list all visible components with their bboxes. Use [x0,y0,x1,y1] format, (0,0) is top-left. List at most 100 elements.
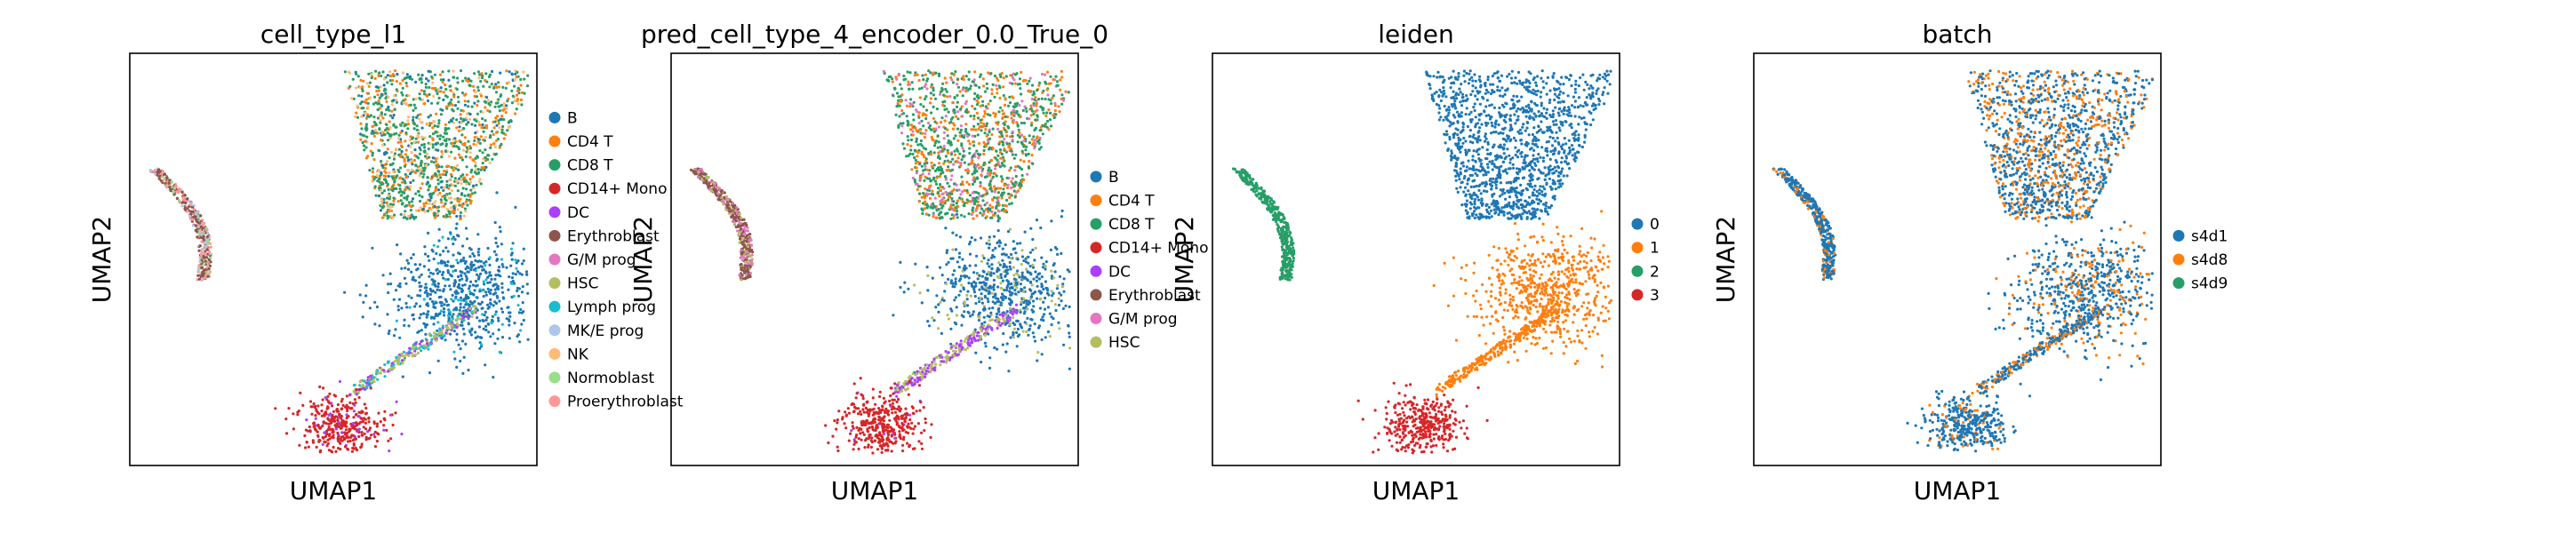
data-point [969,294,972,298]
data-point [395,98,398,102]
data-point [431,250,435,253]
data-point [192,208,196,211]
data-point [431,146,435,149]
data-point [371,129,374,133]
data-point [959,162,963,165]
data-point [891,80,894,84]
data-point [1012,277,1016,281]
data-point [445,179,449,183]
data-point [460,283,465,287]
data-point [966,134,970,139]
data-point [998,86,1002,90]
data-point [433,211,436,215]
data-point [347,440,350,443]
data-point [1052,115,1056,120]
data-point [1031,263,1035,266]
data-point [995,163,998,167]
data-point [386,217,389,220]
data-point [1005,186,1009,190]
data-point [473,191,477,195]
data-point [897,95,900,99]
data-point [1000,292,1004,296]
data-point [930,164,934,168]
data-point [1060,293,1063,297]
data-point [374,101,378,105]
data-point [983,187,987,191]
data-point [1002,331,1005,336]
data-point [420,195,424,199]
data-point [426,209,429,213]
data-point [316,434,320,437]
data-point [995,206,998,210]
data-point [395,125,398,129]
data-point [436,212,439,216]
data-point [340,408,343,411]
data-point [459,69,463,73]
data-point [519,329,523,332]
data-point [416,294,420,298]
data-point [357,94,361,98]
data-point [949,120,953,124]
data-point [1054,75,1058,78]
data-point [1037,277,1041,281]
data-point [308,429,312,433]
data-point [391,203,396,206]
data-point [511,279,515,283]
data-point [465,78,468,82]
data-point [988,203,992,207]
data-point [206,231,210,235]
data-point [364,129,368,132]
data-point [1023,306,1027,310]
data-point [487,154,491,157]
data-point [419,263,422,266]
data-point [362,144,365,147]
data-point [382,204,386,208]
data-point [325,433,329,436]
data-point [399,123,403,127]
data-point [956,77,960,81]
data-point [1022,259,1026,263]
data-point [443,139,446,142]
data-point [396,305,400,308]
data-point [1030,283,1034,287]
data-point [1014,104,1018,107]
data-point [367,72,371,76]
data-point [1009,336,1012,339]
data-point [377,411,380,415]
data-point [479,168,483,171]
data-point [944,87,948,91]
data-point [440,304,444,307]
data-point [411,354,414,358]
data-point [480,72,484,76]
data-point [488,281,492,284]
legend-item: Erythroblast [548,227,660,245]
data-point [1060,69,1063,73]
data-point [199,235,203,240]
data-point [413,263,417,266]
data-point [943,159,947,163]
data-point [1008,195,1012,200]
data-point [188,214,192,218]
data-point [975,214,979,218]
data-point [352,410,356,413]
legend-label: Erythroblast [567,227,660,245]
data-point [355,86,358,90]
data-point [334,427,338,431]
data-point [520,91,524,94]
data-point [305,418,308,422]
data-point [436,285,440,289]
data-point [435,160,438,163]
data-point [439,143,443,147]
data-point [444,284,447,288]
data-point [374,69,378,73]
data-point [359,78,363,82]
data-point [522,310,525,314]
data-point [930,85,933,89]
data-point [460,133,464,137]
data-point [969,240,972,243]
data-point [937,155,940,158]
data-point [1036,359,1039,362]
data-point [420,171,423,175]
data-point [474,279,478,283]
data-point [447,69,451,73]
